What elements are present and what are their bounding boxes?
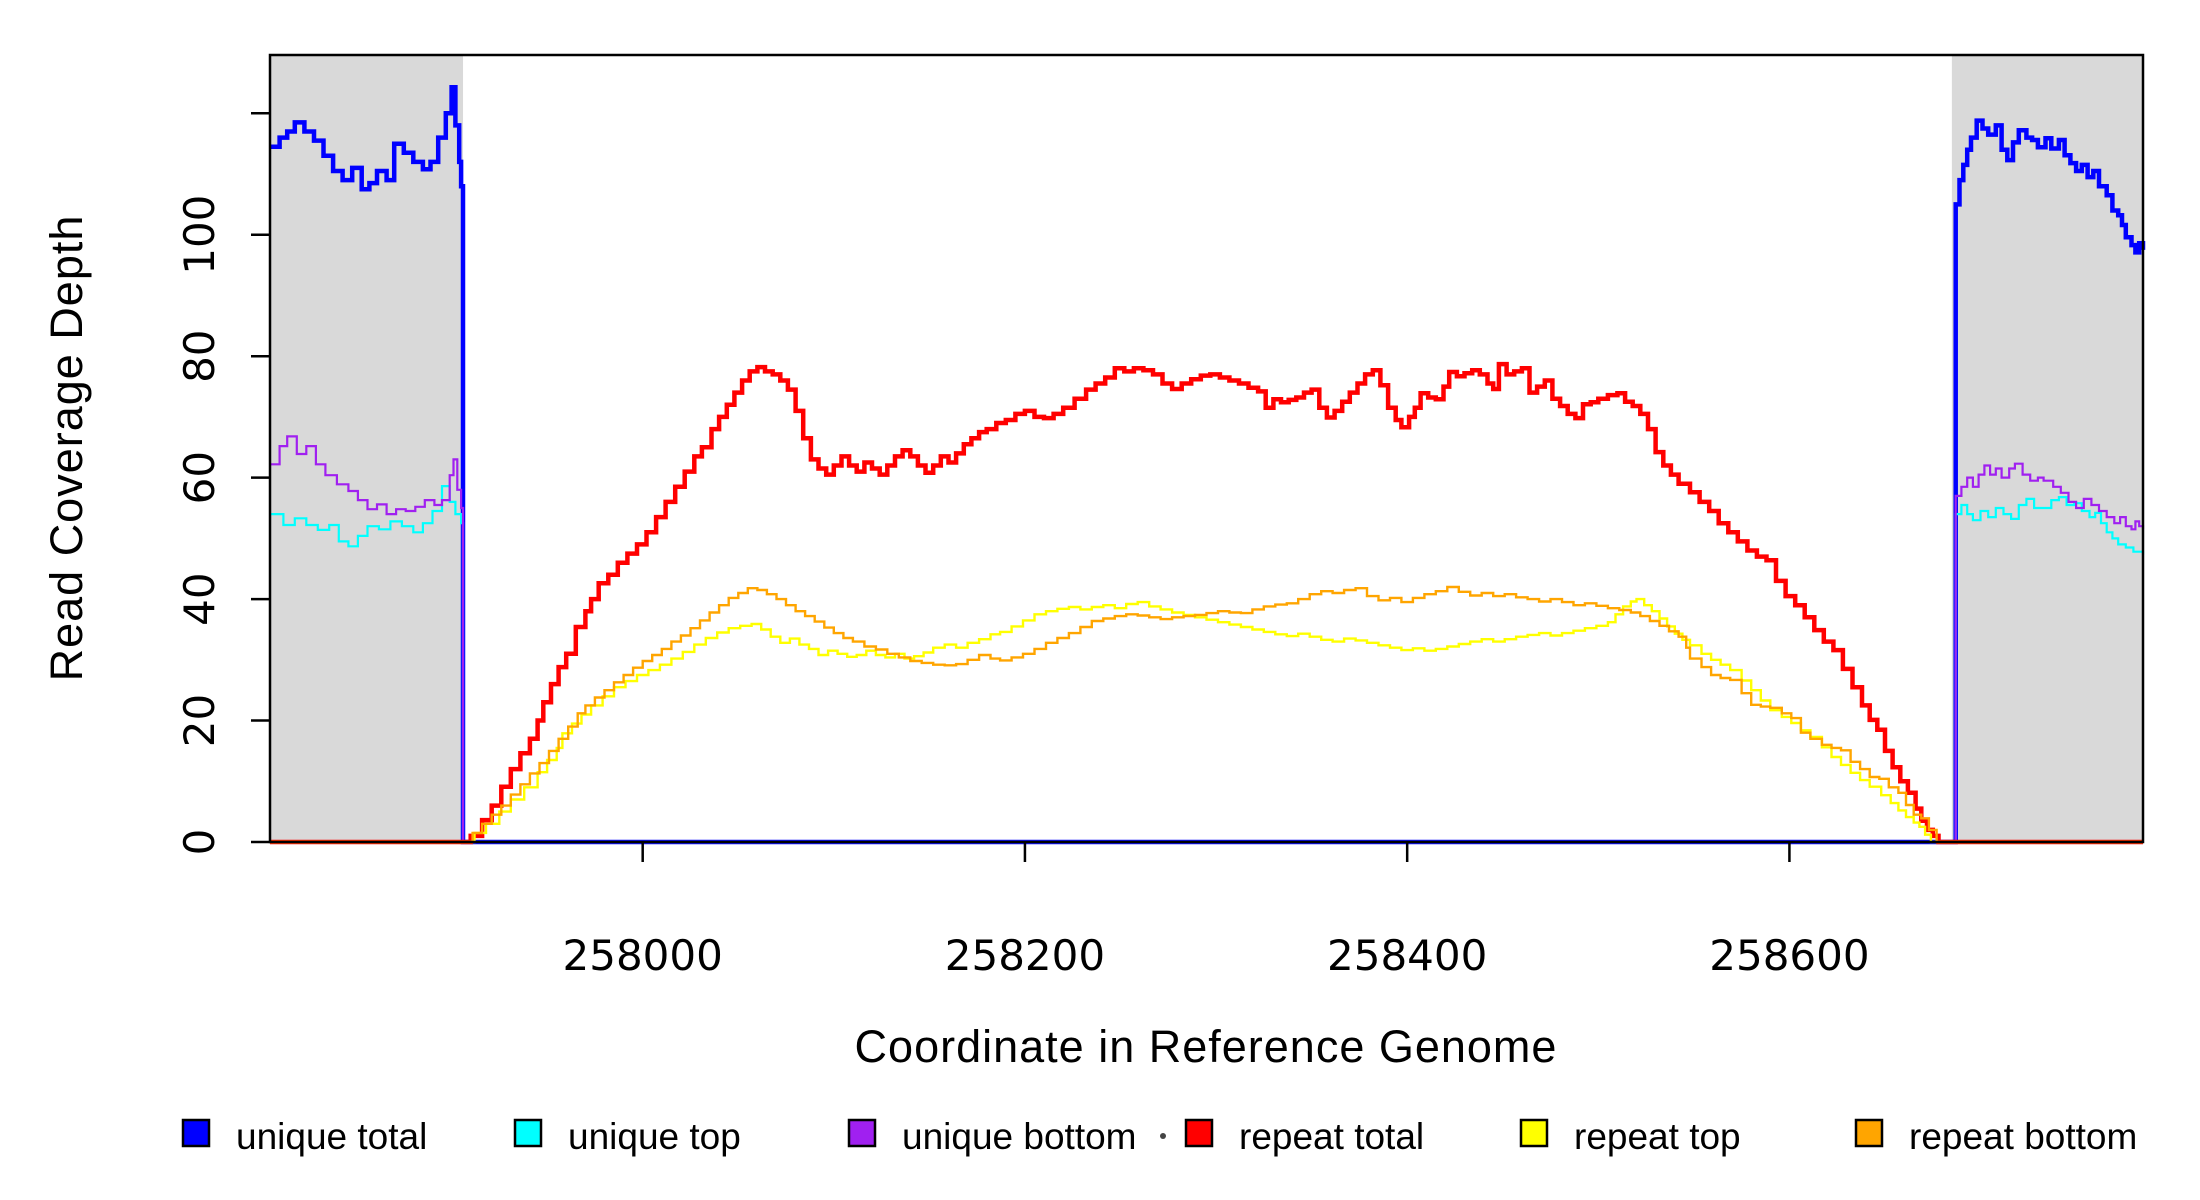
legend-label: repeat bottom (1909, 1116, 2137, 1157)
shaded-region (1951, 55, 2143, 842)
legend-label: unique bottom (902, 1116, 1137, 1157)
legend-label: repeat total (1239, 1116, 1424, 1157)
series-repeat-top (270, 597, 2143, 844)
legend-item: unique top (513, 1116, 741, 1157)
series-unique-top (270, 485, 2145, 844)
y-axis-title: Read Coverage Depth (41, 215, 92, 682)
y-tick-label: 0 (175, 829, 224, 856)
legend-item: unique bottom (847, 1116, 1137, 1157)
y-tick-label: 100 (175, 195, 224, 275)
legend-item: repeat bottom (1854, 1116, 2137, 1157)
legend-label: unique total (236, 1116, 427, 1157)
y-tick-label: 80 (175, 329, 224, 382)
legend-swatch-unique-bottom (847, 1118, 877, 1148)
y-axis: 0 20 40 60 80 100 (175, 112, 270, 856)
shaded-regions-layer (270, 55, 2143, 842)
series-unique-total (270, 84, 2146, 845)
series-unique-bottom (270, 435, 2145, 844)
legend-swatch-repeat-bottom (1854, 1118, 1884, 1148)
legend-swatch-unique-top (513, 1118, 543, 1148)
legend-item: unique total (181, 1116, 427, 1157)
shaded-region (270, 55, 464, 842)
legend: unique total unique top unique bottom repea… (181, 1116, 2137, 1157)
stray-mark (1160, 1133, 1166, 1139)
legend-item: repeat total (1184, 1116, 1424, 1157)
plot-box (268, 53, 2145, 844)
x-axis-title: Coordinate in Reference Genome (855, 1021, 1558, 1072)
x-tick-label: 258000 (563, 931, 723, 980)
series-repeat-total (270, 361, 2143, 845)
legend-label: unique top (568, 1116, 741, 1157)
x-tick-label: 258600 (1709, 931, 1869, 980)
x-tick-label: 258200 (945, 931, 1105, 980)
legend-swatch-repeat-top (1519, 1118, 1549, 1148)
x-tick-label: 258400 (1327, 931, 1487, 980)
legend-item: repeat top (1519, 1116, 1741, 1157)
series-repeat-bottom (270, 585, 2143, 844)
series-layer (270, 84, 2146, 845)
y-tick-label: 60 (175, 451, 224, 504)
legend-swatch-unique-total (181, 1118, 211, 1148)
y-tick-label: 20 (175, 694, 224, 747)
legend-label: repeat top (1574, 1116, 1741, 1157)
legend-swatch-repeat-total (1184, 1118, 1214, 1148)
y-tick-label: 40 (175, 572, 224, 625)
x-axis: 258000 258200 258400 258600 (563, 842, 1870, 980)
